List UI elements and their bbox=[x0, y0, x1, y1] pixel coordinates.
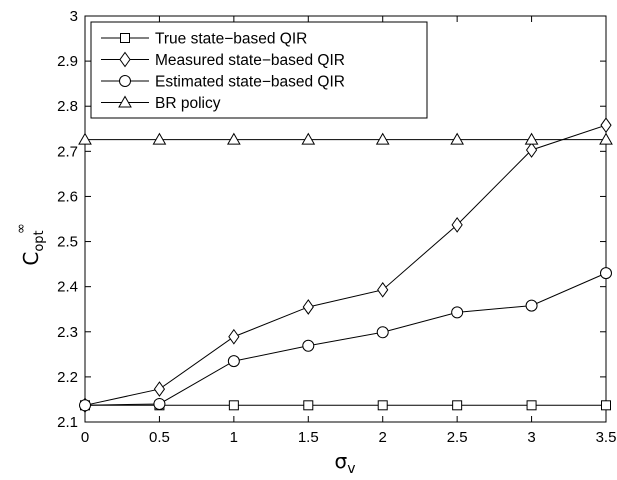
x-axis-title-base: σ bbox=[335, 449, 348, 473]
data-point-diamond bbox=[600, 117, 612, 134]
data-point-circle bbox=[376, 326, 389, 339]
legend-label: Estimated state−based QIR bbox=[155, 74, 345, 91]
data-point-triangle bbox=[450, 132, 465, 145]
x-tick-label: 2 bbox=[379, 429, 387, 446]
data-point-triangle bbox=[78, 132, 92, 145]
data-point-square bbox=[377, 400, 388, 411]
x-axis-title-sub: v bbox=[347, 461, 355, 477]
y-tick-label: 2.1 bbox=[57, 414, 78, 431]
x-tick-label: 2.5 bbox=[447, 429, 468, 446]
data-point-circle bbox=[79, 399, 91, 412]
y-tick-label: 2.2 bbox=[57, 369, 78, 386]
data-point-triangle bbox=[524, 132, 539, 145]
data-point-circle bbox=[600, 267, 612, 280]
y-tick-label: 2.9 bbox=[57, 53, 78, 70]
y-axis-title-sub: opt bbox=[32, 230, 47, 251]
y-axis-title-base: C bbox=[19, 252, 43, 266]
data-series bbox=[78, 117, 613, 414]
legend-label: Measured state−based QIR bbox=[155, 52, 345, 69]
x-tick-label: 1 bbox=[230, 429, 238, 446]
series-line-diamond bbox=[84, 124, 607, 406]
y-axis-title-sup: ∞ bbox=[14, 223, 29, 234]
data-point-diamond bbox=[302, 299, 314, 315]
legend-label: BR policy bbox=[155, 95, 221, 112]
y-axis-title: Copt ∞ bbox=[14, 223, 47, 265]
legend: True state−based QIR Measured state−based… bbox=[90, 21, 428, 119]
data-point-square bbox=[526, 400, 537, 411]
y-tick-label: 3 bbox=[70, 8, 78, 25]
y-tick-label: 2.6 bbox=[57, 188, 78, 205]
data-point-triangle bbox=[226, 132, 241, 145]
axis-ticks: 0 0.5 1 1.5 2 2.5 3 3.5 2.1 2.2 2.3 2.4 2.5 2.6 2.7 2.8… bbox=[57, 8, 616, 446]
data-point-triangle bbox=[301, 132, 316, 145]
data-point-square bbox=[601, 400, 611, 411]
data-point-triangle bbox=[375, 132, 390, 145]
legend-marker-square bbox=[120, 33, 130, 43]
data-point-triangle bbox=[152, 132, 167, 145]
data-point-square bbox=[452, 400, 463, 411]
legend-marker-triangle bbox=[118, 95, 132, 108]
y-tick-label: 2.8 bbox=[57, 98, 78, 115]
data-point-diamond bbox=[377, 281, 389, 298]
series-line-circle bbox=[84, 272, 607, 406]
data-point-circle bbox=[153, 397, 166, 410]
legend-marker-diamond bbox=[119, 51, 131, 68]
data-point-diamond bbox=[451, 217, 463, 233]
series-triangle bbox=[78, 132, 613, 145]
y-tick-label: 2.5 bbox=[57, 234, 78, 251]
data-point-circle bbox=[451, 306, 464, 319]
y-tick-label: 2.7 bbox=[57, 143, 78, 160]
data-point-diamond bbox=[228, 328, 240, 345]
data-point-circle bbox=[302, 339, 315, 352]
x-axis-title: σv bbox=[335, 449, 356, 477]
legend-marker-circle bbox=[119, 75, 131, 87]
y-tick-label: 2.4 bbox=[57, 279, 78, 296]
legend-label: True state−based QIR bbox=[155, 31, 307, 48]
series-diamond bbox=[79, 117, 612, 414]
data-point-circle bbox=[227, 355, 240, 368]
series-circle bbox=[79, 267, 612, 412]
svg-text:Copt: Copt bbox=[19, 230, 47, 265]
x-tick-label: 3.5 bbox=[596, 429, 617, 446]
x-tick-label: 0.5 bbox=[149, 429, 170, 446]
data-point-triangle bbox=[599, 132, 613, 145]
data-point-square bbox=[303, 400, 314, 411]
y-tick-label: 2.3 bbox=[57, 324, 78, 341]
data-point-square bbox=[228, 400, 239, 411]
data-point-diamond bbox=[153, 381, 166, 397]
data-point-diamond bbox=[525, 142, 538, 158]
data-point-circle bbox=[525, 299, 538, 312]
x-tick-label: 1.5 bbox=[298, 429, 319, 446]
x-tick-label: 3 bbox=[527, 429, 535, 446]
x-tick-label: 0 bbox=[81, 429, 89, 446]
